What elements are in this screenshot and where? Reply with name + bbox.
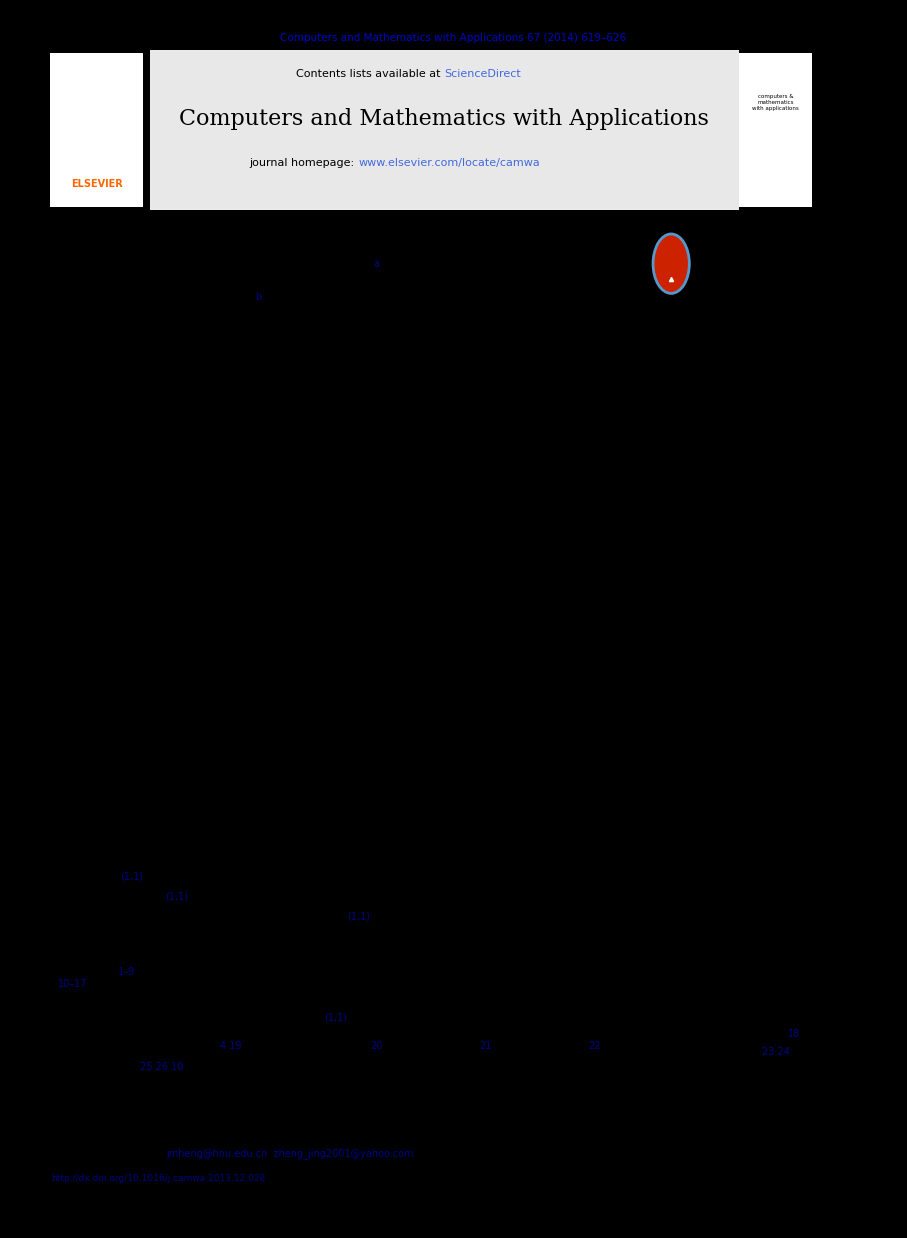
Text: 4 19: 4 19 [219, 1041, 241, 1051]
Text: 22: 22 [588, 1041, 600, 1051]
Text: journal homepage:: journal homepage: [249, 158, 358, 168]
Text: 21: 21 [479, 1041, 492, 1051]
Text: a: a [374, 259, 379, 269]
Text: 23 24: 23 24 [762, 1047, 789, 1057]
Text: Computers and Mathematics with Applications 67 (2014) 619–626: Computers and Mathematics with Applicati… [280, 33, 627, 43]
Ellipse shape [653, 234, 689, 293]
Text: computers &
mathematics
with applications: computers & mathematics with application… [752, 94, 799, 111]
Text: 10–17: 10–17 [58, 979, 87, 989]
FancyBboxPatch shape [150, 50, 739, 210]
Text: 1–9: 1–9 [119, 967, 135, 977]
Text: Contents lists available at: Contents lists available at [297, 69, 444, 79]
Text: (1,1): (1,1) [120, 872, 143, 881]
Text: www.elsevier.com/locate/camwa: www.elsevier.com/locate/camwa [358, 158, 540, 168]
Text: b: b [256, 292, 261, 302]
Text: jmheng@hnu.edu.cn  zheng_jing2001@yahoo.com: jmheng@hnu.edu.cn zheng_jing2001@yahoo.c… [167, 1149, 414, 1159]
Text: 25 26 10: 25 26 10 [140, 1062, 183, 1072]
Text: 18: 18 [787, 1029, 800, 1039]
Text: (1,1): (1,1) [346, 911, 370, 921]
Text: ScienceDirect: ScienceDirect [444, 69, 522, 79]
FancyBboxPatch shape [739, 53, 812, 207]
Text: (1,1): (1,1) [165, 891, 189, 901]
Text: http://dx.doi.org/10.1016/j.camwa.2013.12.028: http://dx.doi.org/10.1016/j.camwa.2013.1… [52, 1174, 266, 1184]
Text: (1,1): (1,1) [324, 1013, 347, 1023]
Text: Computers and Mathematics with Applications: Computers and Mathematics with Applicati… [180, 108, 709, 130]
Text: ELSEVIER: ELSEVIER [71, 180, 122, 189]
Text: 20: 20 [370, 1041, 383, 1051]
FancyBboxPatch shape [50, 50, 812, 210]
FancyBboxPatch shape [50, 53, 143, 207]
